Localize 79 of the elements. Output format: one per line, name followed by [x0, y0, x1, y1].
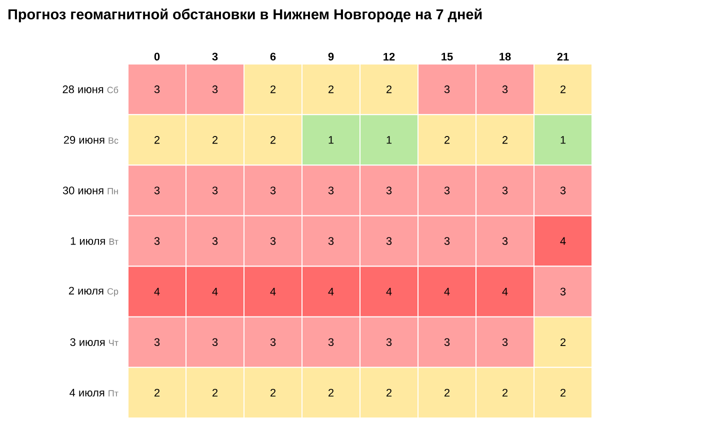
x-tick-label: 3 [212, 52, 218, 60]
data-label: 2 [444, 388, 450, 397]
data-label: 3 [502, 85, 508, 94]
y-tick-label: 3 июля [70, 338, 105, 346]
data-label: 3 [212, 85, 218, 94]
data-label: 3 [444, 338, 450, 346]
data-label: 4 [328, 288, 334, 296]
data-label: 4 [154, 288, 160, 296]
data-label: 2 [154, 136, 160, 144]
data-label: 2 [560, 388, 566, 397]
y2-tick-label: Чт [109, 340, 118, 346]
data-label: 3 [328, 237, 334, 245]
x-tick-label: 18 [500, 52, 511, 60]
data-label: 3 [328, 338, 334, 346]
data-label: 2 [502, 388, 508, 397]
data-label: 2 [154, 388, 160, 397]
data-label: 3 [270, 237, 276, 245]
data-label: 3 [560, 288, 566, 296]
x-tick-label: 21 [557, 52, 569, 60]
y-tick-label: 1 июля [70, 237, 105, 245]
data-label: 3 [212, 338, 218, 346]
data-label: 3 [502, 237, 508, 245]
y-tick-label: 2 июля [68, 286, 104, 295]
y-tick-label: 29 июня [64, 136, 104, 144]
y2-tick-label: Вт [109, 238, 118, 245]
data-label: 2 [328, 85, 334, 94]
y2-tick-label: Вс [108, 137, 118, 144]
data-label: 2 [386, 388, 392, 397]
x-tick-label: 12 [384, 52, 395, 60]
data-label: 3 [386, 338, 392, 346]
data-label: 1 [386, 136, 392, 144]
data-label: 3 [154, 338, 160, 346]
chart-title: Прогноз геомагнитной обстановки в Нижнем Новгороде на 7 дней [8, 8, 482, 22]
data-label: 2 [270, 136, 276, 144]
data-label: 3 [270, 186, 276, 194]
data-label: 2 [386, 85, 392, 94]
data-label: 2 [560, 85, 566, 94]
data-label: 4 [270, 288, 276, 296]
data-label: 2 [270, 85, 276, 94]
data-label: 3 [444, 237, 450, 245]
data-label: 2 [270, 388, 276, 397]
data-label: 3 [270, 338, 276, 346]
x-tick-label: 6 [270, 52, 276, 60]
data-label: 3 [386, 237, 392, 245]
data-label: 4 [386, 288, 392, 296]
y2-tick-label: Пн [108, 188, 118, 194]
data-label: 3 [154, 237, 160, 245]
data-label: 2 [212, 388, 218, 397]
data-label: 4 [560, 237, 566, 245]
data-label: 3 [386, 186, 392, 194]
data-label: 2 [502, 136, 508, 144]
data-label: 2 [444, 136, 450, 144]
data-label: 3 [502, 338, 508, 346]
data-label: 1 [328, 136, 334, 144]
y-tick-label: 4 июля [70, 388, 104, 397]
data-label: 3 [560, 186, 566, 194]
data-label: 1 [560, 136, 566, 144]
data-label: 3 [328, 186, 334, 194]
y2-tick-label: Ср [107, 288, 118, 296]
data-label: 3 [502, 186, 508, 194]
y-tick-label: 28 июня [62, 85, 104, 94]
data-label: 4 [502, 288, 508, 296]
data-label: 3 [212, 186, 218, 194]
y-tick-label: 30 июня [62, 186, 104, 194]
data-label: 3 [444, 186, 450, 194]
data-label: 2 [328, 388, 334, 397]
data-label: 4 [444, 288, 450, 296]
data-label: 3 [444, 85, 450, 94]
x-tick-label: 0 [154, 52, 160, 60]
x-tick-label: 15 [442, 52, 453, 60]
y2-tick-label: Сб [107, 86, 118, 94]
data-label: 2 [212, 136, 218, 144]
data-label: 4 [212, 288, 218, 296]
data-label: 3 [212, 237, 218, 245]
data-label: 3 [154, 186, 160, 194]
data-label: 2 [560, 338, 566, 346]
y2-tick-label: Пт [108, 390, 118, 396]
x-tick-label: 9 [328, 52, 334, 60]
data-label: 3 [154, 85, 160, 94]
